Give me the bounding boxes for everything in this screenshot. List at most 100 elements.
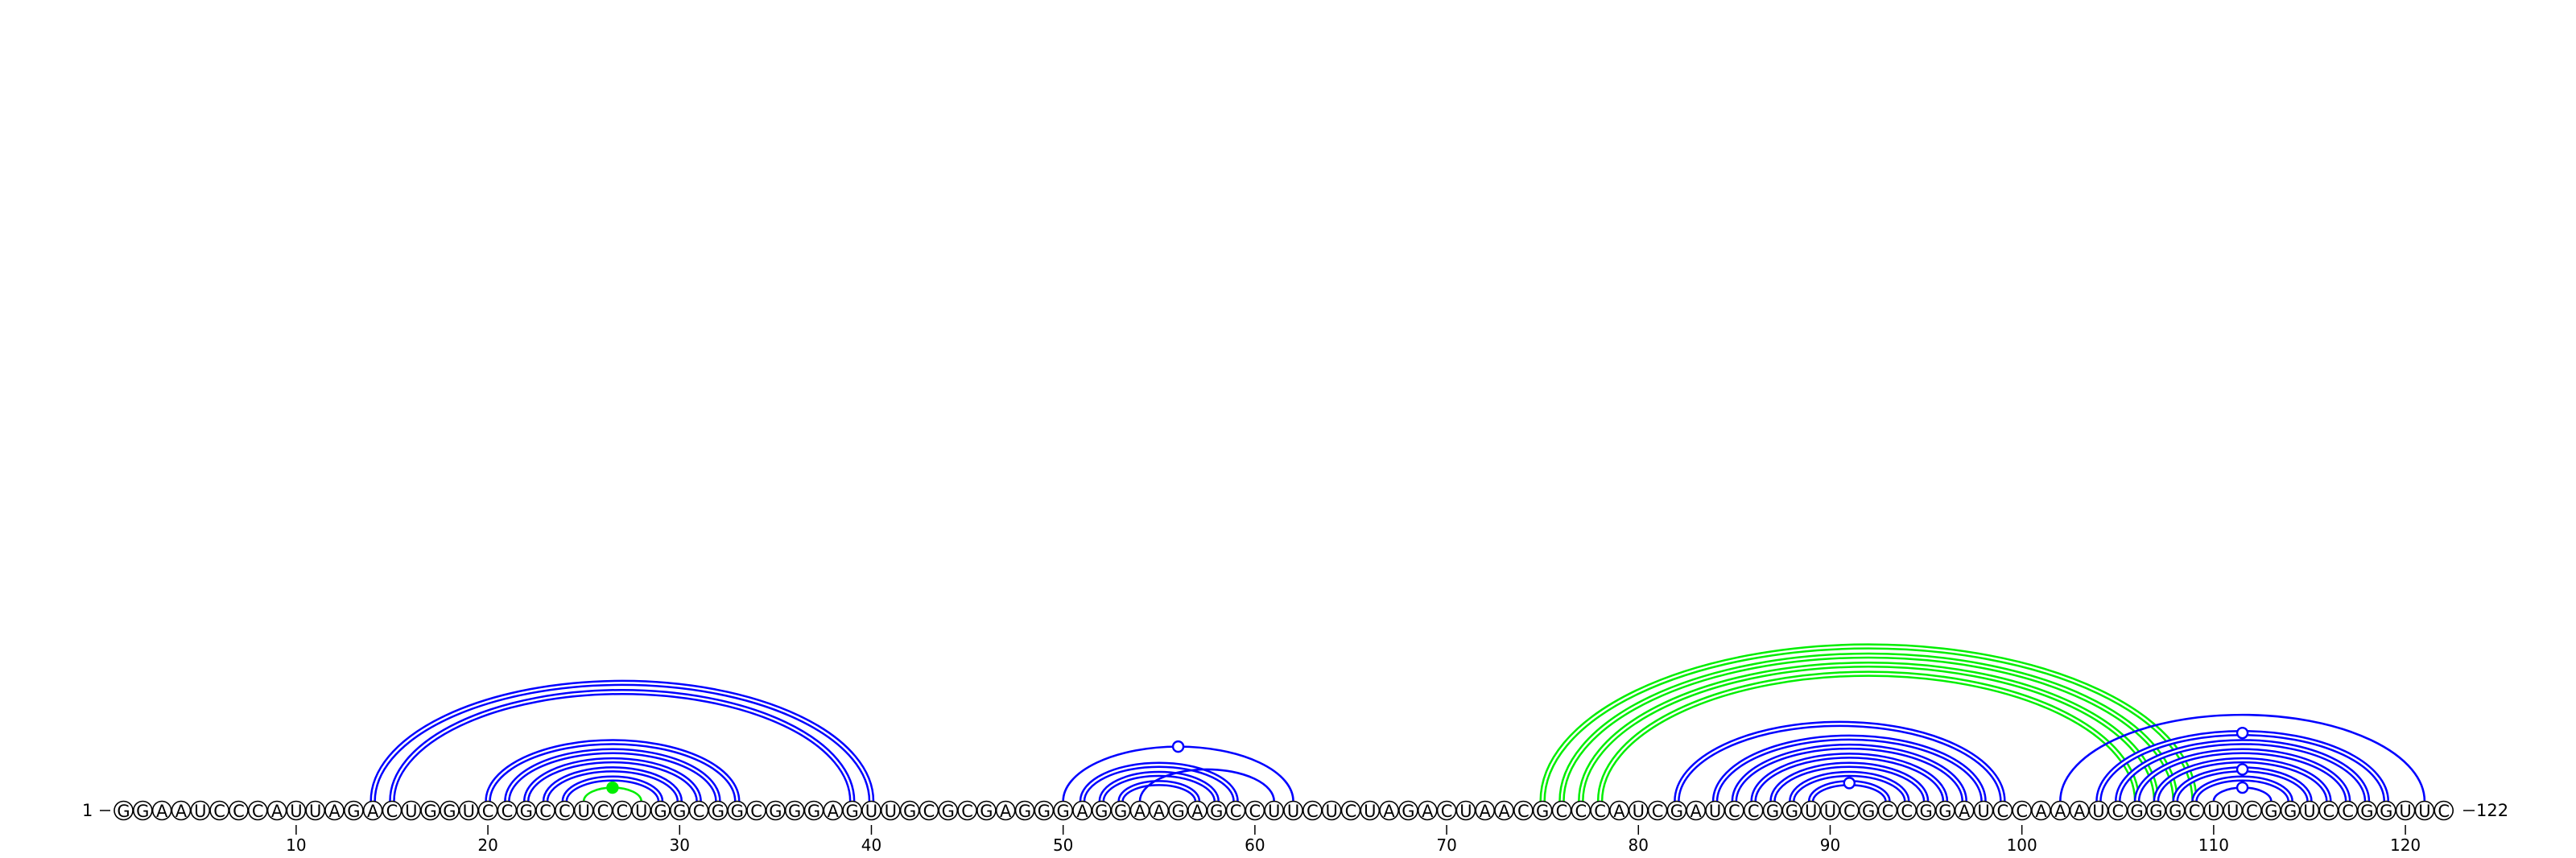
nucleotide-circle: [1897, 800, 1918, 821]
nucleotide-letter: G: [1536, 802, 1549, 821]
nucleotide-letter: C: [1652, 802, 1664, 821]
nucleotide-circle: [1168, 800, 1188, 821]
nucleotide-letter: G: [673, 802, 686, 821]
nucleotide: C: [1877, 800, 1898, 821]
loop-marker: [1171, 740, 1185, 753]
nucleotide-letter: U: [2092, 802, 2104, 821]
nucleotide: G: [766, 800, 786, 821]
nucleotide-letter: A: [1191, 802, 1203, 821]
base-pair-arc-gap: [1560, 654, 2177, 802]
nucleotide-letter: A: [1422, 802, 1434, 821]
nucleotide: C: [1743, 800, 1764, 821]
nucleotide-circle: [2242, 800, 2262, 821]
nucleotide: G: [1014, 800, 1035, 821]
start-label: 1: [82, 801, 93, 820]
tick-label: 50: [1053, 835, 1073, 855]
nucleotide-letter: U: [2418, 802, 2430, 821]
nucleotide-letter: G: [807, 802, 820, 821]
nucleotide-letter: G: [2284, 802, 2297, 821]
nucleotide: A: [324, 800, 345, 821]
nucleotide-circle: [171, 800, 192, 821]
nucleotide-letter: U: [405, 802, 417, 821]
nucleotide: C: [1897, 800, 1918, 821]
nucleotide: G: [784, 800, 805, 821]
nucleotide: A: [1379, 800, 1399, 821]
nucleotide-circle: [229, 800, 249, 821]
nucleotide: A: [995, 800, 1016, 821]
nucleotide-letter: G: [1018, 802, 1031, 821]
nucleotide-circle: [899, 800, 920, 821]
base-pair-arc-gap: [2193, 777, 2292, 802]
nucleotide: G: [2127, 800, 2147, 821]
tick-label: 20: [477, 835, 497, 855]
nucleotide-letter: C: [2342, 802, 2354, 821]
nucleotide-circle: [2376, 800, 2396, 821]
nucleotide: U: [190, 800, 211, 821]
nucleotide-circle: [1590, 800, 1610, 821]
nucleotide-circle: [1092, 800, 1112, 821]
nucleotide: G: [440, 800, 460, 821]
nucleotide-letter: A: [1690, 802, 1703, 821]
nucleotide: C: [1513, 800, 1534, 821]
nucleotide-circle: [114, 800, 134, 821]
nucleotide: U: [1705, 800, 1725, 821]
nucleotide-circle: [2318, 800, 2339, 821]
nucleotide-circle: [1935, 800, 1955, 821]
nucleotide-letter: G: [1862, 802, 1875, 821]
nucleotide-circle: [1858, 800, 1879, 821]
base-pair-arc-gap: [1119, 782, 1199, 802]
nucleotide-circle: [1340, 800, 1361, 821]
nucleotide: A: [2069, 800, 2090, 821]
nucleotide-letter: A: [1613, 802, 1625, 821]
nucleotide-circle: [1551, 800, 1572, 821]
nucleotide-letter: G: [903, 802, 916, 821]
nucleotide-circle: [1686, 800, 1707, 821]
nucleotide-letter: A: [1480, 802, 1492, 821]
nucleotide: A: [1129, 800, 1150, 821]
nucleotide: G: [842, 800, 862, 821]
nucleotide-circle: [2223, 800, 2243, 821]
nucleotide-circle: [2146, 800, 2166, 821]
nucleotide-circle: [247, 800, 268, 821]
nucleotide-letter: C: [1517, 802, 1530, 821]
base-pair-arc: [1117, 780, 1201, 802]
nucleotide: G: [1206, 800, 1227, 821]
nucleotide-letter: C: [1249, 802, 1261, 821]
nucleotide-letter: G: [2149, 802, 2162, 821]
nucleotide-circle: [1187, 800, 1208, 821]
nucleotide-letter: G: [1095, 802, 1108, 821]
base-pair-arc-gap: [525, 759, 700, 802]
nucleotide-circle: [1014, 800, 1035, 821]
base-pair-arc-gap: [2136, 750, 2349, 802]
nucleotide-circle: [2299, 800, 2320, 821]
nucleotide-letter: C: [1441, 802, 1453, 821]
nucleotide-letter: U: [1709, 802, 1721, 821]
nucleotide-circle: [401, 800, 422, 821]
nucleotide-circle: [976, 800, 997, 821]
nucleotide-circle: [1781, 800, 1802, 821]
nucleotide-letter: G: [654, 802, 667, 821]
nucleotide: C: [2242, 800, 2262, 821]
nucleotide-circle: [1110, 800, 1131, 821]
nucleotide-letter: G: [136, 802, 149, 821]
nucleotide: U: [2414, 800, 2435, 821]
nucleotide: A: [1686, 800, 1707, 821]
nucleotide-circle: [2069, 800, 2090, 821]
nucleotide: C: [1225, 800, 1246, 821]
nucleotide-letter: U: [1824, 802, 1836, 821]
base-pair-arc-gap: [1100, 773, 1218, 802]
nucleotide-circle: [1283, 800, 1303, 821]
base-pair-arc-gap: [1790, 773, 1909, 802]
nucleotide: U: [401, 800, 422, 821]
nucleotide-circle: [324, 800, 345, 821]
nucleotide-circle: [727, 800, 748, 821]
nucleotide: G: [1916, 800, 1936, 821]
nucleotide-letter: C: [539, 802, 551, 821]
nucleotide: C: [1839, 800, 1860, 821]
nucleotide-letter: G: [1766, 802, 1779, 821]
nucleotide: U: [861, 800, 881, 821]
nucleotide-circle: [1129, 800, 1150, 821]
nucleotide: G: [1532, 800, 1553, 821]
nucleotide: C: [497, 800, 518, 821]
nucleotide-circle: [957, 800, 977, 821]
